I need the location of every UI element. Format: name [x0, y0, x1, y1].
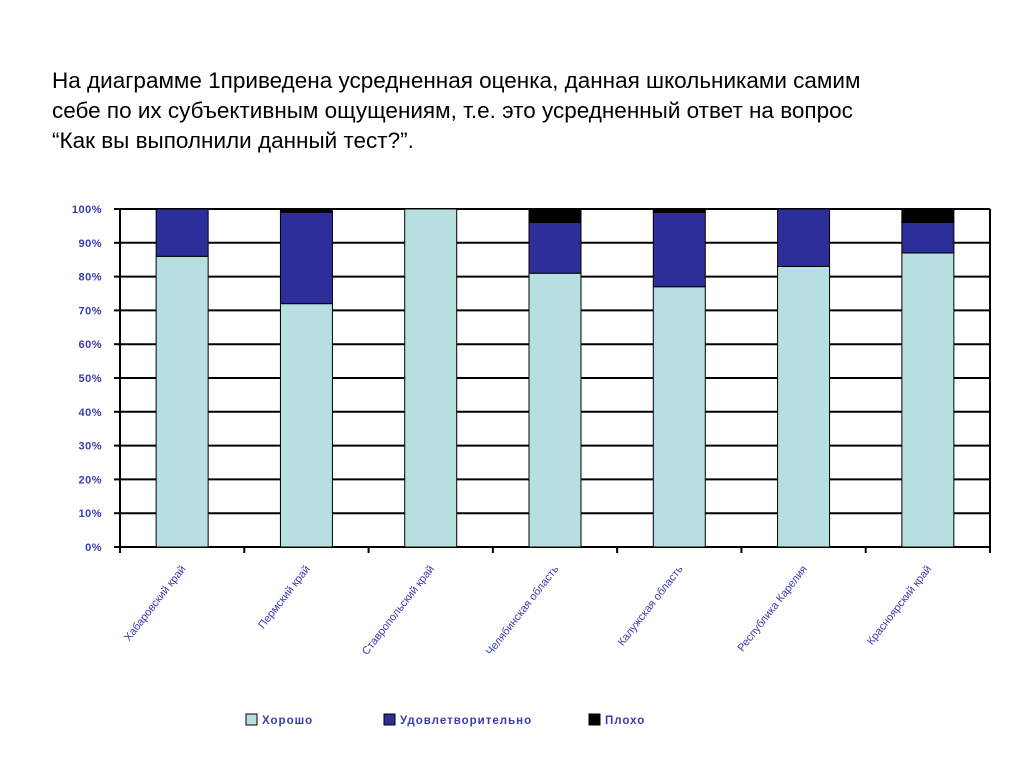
bar-segment	[155, 255, 209, 548]
x-tick-label: Красноярский край	[865, 563, 934, 647]
y-tick-label: 10%	[78, 508, 102, 520]
bars	[155, 208, 955, 548]
legend: Хорошо Удовлетворительно Плохо	[245, 713, 645, 727]
intro-line: “Как вы выполнили данный тест?”.	[52, 128, 414, 153]
bar-segment	[528, 208, 582, 224]
y-tick-label: 70%	[78, 305, 102, 317]
y-tick-label: 0%	[85, 542, 102, 554]
bar-segment	[652, 286, 706, 548]
bar-segment	[279, 211, 333, 305]
x-axis-labels: Хабаровский край Пермский край Ставропольс…	[122, 563, 934, 658]
intro-line: На диаграмме 1приведена усредненная оцен…	[52, 68, 861, 93]
y-tick-label: 50%	[78, 373, 102, 385]
legend-label: Плохо	[605, 715, 645, 727]
x-tick-label: Челябинская область	[484, 563, 562, 658]
x-tick-label: Ставропольский край	[360, 563, 437, 657]
bar-segment	[404, 208, 458, 548]
bar-segment	[528, 272, 582, 548]
intro-text: На диаграмме 1приведена усредненная оцен…	[52, 66, 992, 156]
bar-segment	[155, 208, 209, 257]
y-tick-label: 60%	[78, 339, 102, 351]
bar-segment	[901, 208, 955, 224]
bar-segment	[777, 208, 831, 267]
y-tick-label: 30%	[78, 441, 102, 453]
bar-segment	[901, 222, 955, 254]
y-tick-label: 90%	[78, 238, 102, 250]
y-tick-label: 20%	[78, 474, 102, 486]
x-tick-label: Калужская область	[616, 563, 686, 648]
x-tick-label: Пермский край	[256, 563, 313, 631]
bar-segment	[279, 208, 333, 213]
legend-swatch	[383, 713, 396, 726]
y-tick-label: 100%	[72, 204, 102, 216]
legend-label: Хорошо	[262, 715, 313, 727]
legend-swatch	[245, 713, 258, 726]
bar-segment	[652, 211, 706, 288]
bar-segment	[901, 252, 955, 548]
bar-segment	[652, 208, 706, 213]
y-tick-label: 80%	[78, 272, 102, 284]
x-tick-label: Хабаровский край	[122, 563, 188, 643]
legend-label: Удовлетворительно	[400, 715, 532, 727]
bar-segment	[528, 222, 582, 274]
axes	[114, 208, 991, 553]
legend-swatch	[588, 713, 601, 726]
y-axis-ticks: 0% 10% 20% 30% 40% 50% 60% 70% 80% 90% 100%	[72, 204, 102, 554]
bar-segment	[279, 303, 333, 548]
bar-segment	[777, 265, 831, 548]
intro-line: себе по их субъективным ощущениям, т.е. …	[52, 98, 853, 123]
x-tick-label: Республика Карелия	[735, 563, 809, 654]
y-tick-label: 40%	[78, 407, 102, 419]
